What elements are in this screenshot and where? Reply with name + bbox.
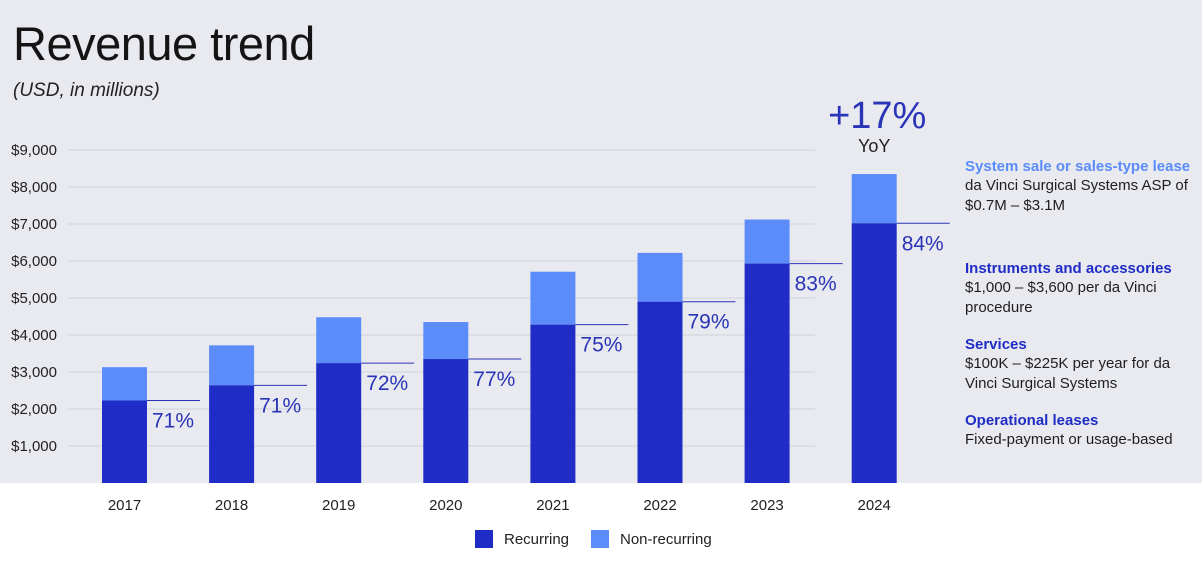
y-tick-label: $9,000 (11, 142, 57, 159)
yoy-label: YoY (858, 136, 890, 156)
y-tick-label: $6,000 (11, 253, 57, 270)
info-description: $100K – $225K per year for da Vinci Surg… (965, 355, 1171, 392)
pct-label: 77% (473, 368, 515, 391)
pct-label: 83% (795, 273, 837, 296)
y-tick-label: $2,000 (11, 401, 57, 418)
bar-recurring (423, 359, 469, 483)
info-description: Fixed-payment or usage-based (965, 431, 1173, 448)
x-tick-label: 2023 (750, 497, 783, 514)
legend-label: Non-recurring (620, 530, 712, 548)
bar-non-recurring (637, 252, 683, 302)
info-operational-leases: Operational leases Fixed-payment or usag… (965, 411, 1197, 450)
chart-panel (0, 0, 1202, 483)
info-title: Services (965, 336, 1027, 353)
legend-item-recurring: Recurring (475, 530, 569, 548)
x-tick-label: 2020 (429, 497, 462, 514)
x-tick-label: 2022 (643, 497, 676, 514)
info-instruments: Instruments and accessories $1,000 – $3,… (965, 259, 1197, 318)
bar-non-recurring (530, 271, 576, 325)
x-tick-label: 2024 (858, 497, 891, 514)
pct-label: 72% (366, 372, 408, 395)
bar-non-recurring (209, 345, 255, 386)
x-tick-label: 2018 (215, 497, 248, 514)
x-tick-label: 2017 (108, 497, 141, 514)
bar-non-recurring (316, 317, 362, 364)
bar-recurring (744, 263, 790, 483)
info-system-sale: System sale or sales-type lease da Vinci… (965, 157, 1197, 216)
bar-recurring (637, 301, 683, 483)
pct-label: 79% (688, 311, 730, 334)
info-title: System sale or sales-type lease (965, 158, 1191, 175)
x-tick-label: 2021 (536, 497, 569, 514)
pct-label: 84% (902, 232, 944, 255)
y-tick-label: $3,000 (11, 364, 57, 381)
info-title: Instruments and accessories (965, 260, 1172, 277)
info-description: $1,000 – $3,600 per da Vinci procedure (965, 279, 1157, 316)
recurring-percentages: 71% 71% 72% 77% 75% 79% 83% 84% (147, 222, 950, 432)
page-title: Revenue trend (13, 17, 315, 70)
y-tick-label: $1,000 (11, 438, 57, 455)
info-title: Operational leases (965, 412, 1099, 429)
y-tick-label: $4,000 (11, 327, 57, 344)
info-description: da Vinci Surgical Systems ASP of $0.7M –… (965, 177, 1188, 214)
pct-label: 71% (259, 394, 301, 417)
bar-recurring (209, 385, 255, 483)
bar-recurring (851, 223, 897, 483)
y-axis-ticks: $1,000 $2,000 $3,000 $4,000 $5,000 $6,000 $7,0… (11, 142, 57, 455)
bar-non-recurring (102, 367, 147, 401)
chart-subtitle: (USD, in millions) (13, 80, 160, 101)
legend-swatch (475, 530, 493, 548)
bar-non-recurring (744, 219, 790, 264)
y-tick-label: $5,000 (11, 290, 57, 307)
x-axis-ticks: 2017 2018 2019 2020 2021 2022 2023 2024 (108, 497, 891, 514)
y-tick-label: $7,000 (11, 216, 57, 233)
bar-non-recurring (423, 322, 469, 360)
x-tick-label: 2019 (322, 497, 355, 514)
legend-label: Recurring (504, 530, 570, 548)
bar-non-recurring (851, 174, 897, 224)
yoy-value: +17% (828, 95, 926, 137)
legend-swatch (591, 530, 609, 548)
y-tick-label: $8,000 (11, 179, 57, 196)
info-services: Services $100K – $225K per year for da V… (965, 335, 1197, 394)
bar-recurring (530, 324, 576, 483)
bars (102, 174, 897, 483)
legend-item-non-recurring: Non-recurring (591, 530, 712, 548)
pct-label: 75% (580, 334, 622, 357)
pct-label: 71% (152, 409, 194, 432)
yoy-annotation: +17%YoY (828, 95, 926, 156)
bar-recurring (102, 400, 147, 483)
bar-recurring (316, 363, 362, 483)
